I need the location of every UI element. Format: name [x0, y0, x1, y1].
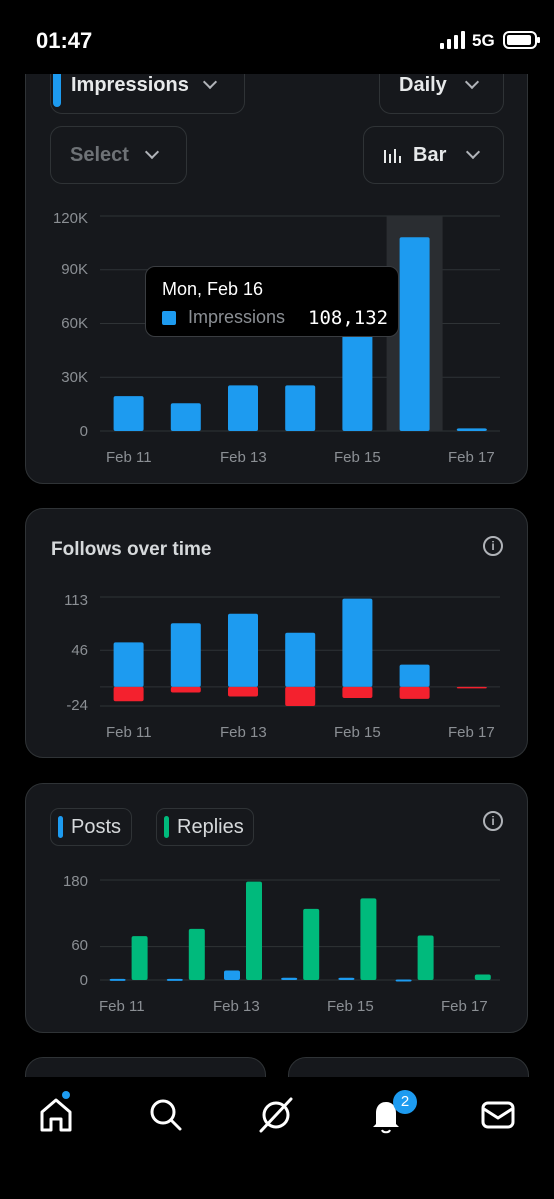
x-tick-label: Feb 15 [327, 998, 374, 1015]
legend-replies-label: Replies [177, 815, 244, 838]
y-tick-label: 120K [52, 210, 88, 227]
chevron-down-icon [202, 74, 217, 90]
grok-icon[interactable] [256, 1095, 296, 1135]
chart-type-label: Bar [413, 143, 447, 166]
info-icon[interactable]: i [483, 536, 503, 556]
status-bar: 01:47 5G [0, 0, 554, 74]
follows-card: Follows over time i [25, 508, 528, 758]
info-icon[interactable]: i [483, 811, 503, 831]
tooltip-date: Mon, Feb 16 [162, 279, 264, 299]
x-tick-label: Feb 13 [220, 449, 267, 466]
notifications-icon[interactable] [366, 1095, 406, 1135]
legend-posts[interactable]: Posts [50, 808, 132, 846]
y-tick-label: -24 [66, 697, 88, 714]
impressions-card: Impressions Daily Select Bar [25, 50, 528, 484]
x-tick-label: Feb 11 [99, 998, 145, 1015]
chevron-down-icon [464, 74, 479, 90]
posts-swatch [58, 816, 63, 838]
bottom-nav [0, 1077, 554, 1199]
compare-select[interactable]: Select [50, 126, 187, 184]
battery-icon [503, 31, 540, 49]
search-icon[interactable] [146, 1095, 186, 1135]
x-tick-label: Feb 11 [106, 449, 152, 466]
card-title: Follows over time [51, 539, 212, 560]
tooltip-swatch [162, 311, 176, 325]
x-tick-label: Feb 17 [448, 724, 495, 741]
x-tick-label: Feb 13 [220, 724, 267, 741]
signal-icon [440, 31, 465, 49]
y-tick-label: 30K [61, 369, 88, 386]
home-icon[interactable] [36, 1095, 76, 1135]
x-tick-label: Feb 15 [334, 449, 381, 466]
x-tick-label: Feb 11 [106, 724, 152, 741]
compare-select-label: Select [70, 143, 129, 166]
chart-type-select[interactable]: Bar [363, 126, 504, 184]
y-tick-label: 113 [64, 592, 88, 609]
y-tick-label: 60K [61, 315, 88, 332]
accent-bar [53, 63, 61, 107]
x-tick-label: Feb 17 [441, 998, 488, 1015]
legend-posts-label: Posts [71, 815, 122, 838]
bar-chart-icon [384, 149, 401, 163]
posts-replies-card: Posts Replies i [25, 783, 528, 1033]
notifications-badge: 2 [393, 1090, 417, 1114]
x-tick-label: Feb 13 [213, 998, 260, 1015]
period-select-label: Daily [399, 73, 447, 96]
y-tick-label: 60 [71, 937, 88, 954]
tooltip-label: Impressions [188, 307, 286, 327]
metric-select-label: Impressions [71, 73, 189, 96]
home-unread-dot [62, 1091, 70, 1099]
x-tick-label: Feb 15 [334, 724, 381, 741]
chart-tooltip: Mon, Feb 16 Impressions 108,132 [145, 266, 399, 337]
y-tick-label: 46 [71, 642, 88, 659]
network-label: 5G [472, 31, 495, 50]
tooltip-value: 108,132 [308, 307, 389, 329]
status-time: 01:47 [36, 28, 93, 53]
legend-replies[interactable]: Replies [156, 808, 254, 846]
y-tick-label: 0 [79, 972, 88, 989]
x-tick-label: Feb 17 [448, 449, 495, 466]
chevron-down-icon [144, 144, 160, 160]
y-tick-label: 0 [79, 423, 88, 440]
messages-icon[interactable] [478, 1095, 518, 1135]
chevron-down-icon [466, 144, 481, 160]
y-tick-label: 90K [61, 261, 88, 278]
y-tick-label: 180 [62, 873, 88, 890]
replies-swatch [164, 816, 169, 838]
